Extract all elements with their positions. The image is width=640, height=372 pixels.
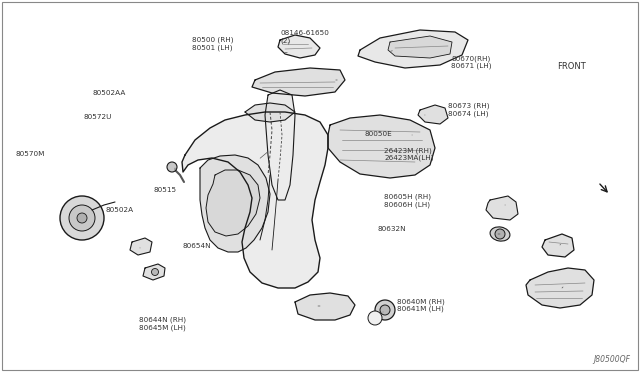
Polygon shape: [143, 264, 165, 280]
Polygon shape: [542, 234, 574, 257]
Polygon shape: [278, 35, 320, 58]
Polygon shape: [265, 90, 295, 200]
Text: 80500 (RH)
80501 (LH): 80500 (RH) 80501 (LH): [192, 37, 234, 51]
Polygon shape: [252, 68, 345, 96]
Text: FRONT: FRONT: [557, 62, 586, 71]
Circle shape: [375, 300, 395, 320]
Circle shape: [77, 213, 87, 223]
Text: 26423M (RH)
26423MA(LH): 26423M (RH) 26423MA(LH): [384, 147, 433, 161]
Text: 80570M: 80570M: [16, 151, 45, 157]
Text: 80605H (RH)
80606H (LH): 80605H (RH) 80606H (LH): [384, 194, 431, 208]
Ellipse shape: [490, 227, 510, 241]
Polygon shape: [130, 238, 152, 255]
Polygon shape: [200, 155, 270, 252]
Text: J80500QF: J80500QF: [593, 355, 630, 364]
Text: 80654N: 80654N: [182, 243, 211, 248]
Text: 80050E: 80050E: [365, 131, 392, 137]
Text: 08146-61650
(2): 08146-61650 (2): [280, 31, 329, 44]
Text: 80640M (RH)
80641M (LH): 80640M (RH) 80641M (LH): [397, 298, 445, 312]
Polygon shape: [328, 115, 435, 178]
Polygon shape: [418, 105, 448, 124]
Text: 80502AA: 80502AA: [93, 90, 126, 96]
Text: 80673 (RH)
80674 (LH): 80673 (RH) 80674 (LH): [448, 103, 490, 117]
Text: 80644N (RH)
80645M (LH): 80644N (RH) 80645M (LH): [139, 317, 186, 331]
Polygon shape: [295, 293, 355, 320]
Text: 80670(RH)
80671 (LH): 80670(RH) 80671 (LH): [451, 55, 492, 70]
Text: 80515: 80515: [154, 187, 177, 193]
Circle shape: [69, 205, 95, 231]
Text: 80632N: 80632N: [378, 226, 406, 232]
Circle shape: [495, 229, 505, 239]
Polygon shape: [388, 36, 452, 58]
Text: 80572U: 80572U: [83, 114, 111, 120]
Polygon shape: [526, 268, 594, 308]
Polygon shape: [358, 30, 468, 68]
Circle shape: [60, 196, 104, 240]
Polygon shape: [206, 170, 260, 236]
Polygon shape: [245, 103, 295, 122]
Text: 80502A: 80502A: [106, 207, 134, 213]
Polygon shape: [486, 196, 518, 220]
Polygon shape: [182, 112, 328, 288]
Circle shape: [380, 305, 390, 315]
Circle shape: [167, 162, 177, 172]
Circle shape: [152, 269, 159, 276]
Circle shape: [368, 311, 382, 325]
